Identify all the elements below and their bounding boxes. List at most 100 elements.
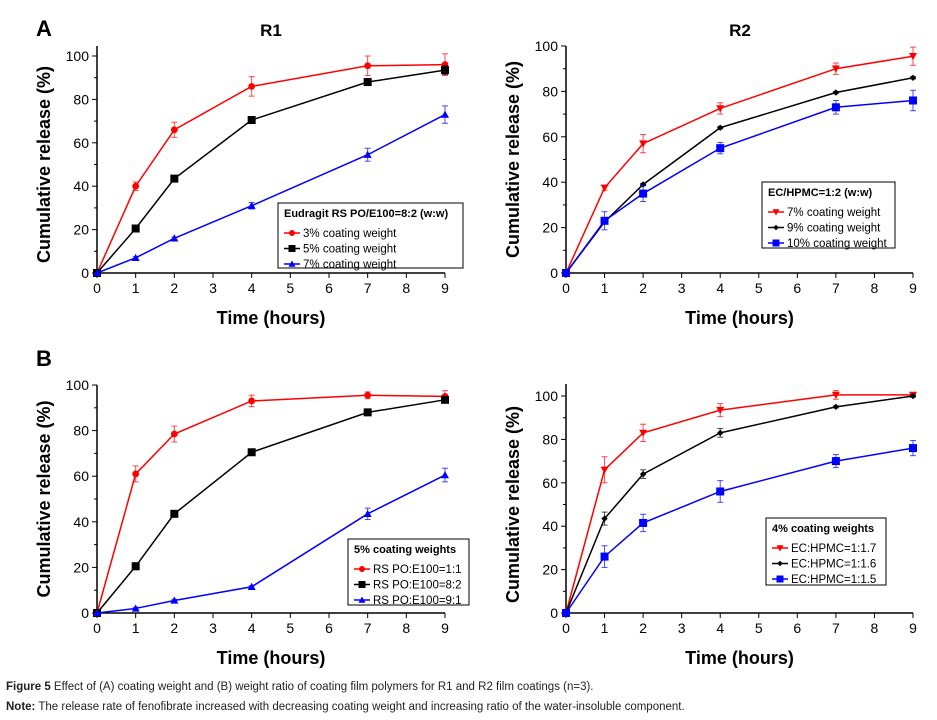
y-tick-label: 80 xyxy=(73,423,89,439)
y-tick-label: 100 xyxy=(66,377,90,393)
y-tick-label: 20 xyxy=(542,220,558,236)
legend-box xyxy=(765,517,887,586)
x-tick-label: 0 xyxy=(93,620,101,636)
series-line xyxy=(565,99,914,274)
data-point xyxy=(832,403,840,411)
data-point xyxy=(562,609,570,617)
y-tick-label: 80 xyxy=(73,91,89,107)
x-tick-label: 9 xyxy=(441,280,449,296)
data-point xyxy=(441,395,449,404)
legend-marker xyxy=(358,596,366,603)
legend-marker xyxy=(777,560,783,567)
y-tick-label: 60 xyxy=(73,135,89,151)
chart-panel-1: A R1 0 20 40 60 80 100 0 1 2 3 4 5 6 7 8 9 Time (hours) Cum… xyxy=(34,16,464,328)
x-tick-label: 5 xyxy=(755,620,763,636)
caption-text: Effect of (A) coating weight and (B) wei… xyxy=(50,681,594,693)
x-tick-label: 3 xyxy=(209,620,217,636)
y-axis-label: Cumulative release (%) xyxy=(34,400,54,597)
data-point xyxy=(131,224,140,233)
legend: EC/HPMC=1:2 (w:w) 7% coating weight 9% coa… xyxy=(761,181,896,250)
y-axis-label: Cumulative release (%) xyxy=(503,406,523,603)
y-tick-label: 40 xyxy=(542,174,558,190)
data-point xyxy=(170,234,179,242)
x-tick-label: 4 xyxy=(716,280,724,296)
y-tick-label: 60 xyxy=(542,129,558,145)
note-label: Note: xyxy=(6,701,36,713)
legend-title: 4% coating weights xyxy=(772,523,874,535)
data-point xyxy=(831,103,840,112)
data-point xyxy=(601,515,608,522)
x-tick-label: 6 xyxy=(793,280,801,296)
legend-title: Eudragit RS PO/E100=8:2 (w:w) xyxy=(284,208,448,220)
x-axis-label: Time (hours) xyxy=(685,308,794,328)
data-point xyxy=(716,487,725,496)
y-axis-label: Cumulative release (%) xyxy=(34,66,54,263)
x-tick-label: 2 xyxy=(170,620,178,636)
data-point xyxy=(909,392,917,400)
legend-label: RS PO:E100=9:1 xyxy=(373,595,462,607)
x-tick-label: 5 xyxy=(286,620,294,636)
figure-5: A R1 0 20 40 60 80 100 0 1 2 3 4 5 6 7 8 9 Time (hours) Cum… xyxy=(34,16,917,668)
data-point xyxy=(93,609,101,617)
series-line xyxy=(565,447,914,614)
x-tick-label: 3 xyxy=(678,620,686,636)
legend-title: 5% coating weights xyxy=(354,544,456,556)
legend-box xyxy=(761,181,896,249)
data-point xyxy=(831,457,840,466)
series-2 xyxy=(93,65,449,277)
x-tick-label: 4 xyxy=(248,280,256,296)
y-tick-label: 100 xyxy=(535,38,559,54)
series-line xyxy=(565,395,914,614)
x-tick-label: 6 xyxy=(325,280,333,296)
x-tick-label: 7 xyxy=(832,280,840,296)
legend-label: EC:HPMC=1:1.7 xyxy=(791,543,876,555)
series-line xyxy=(96,69,446,274)
legend-label: RS PO:E100=1:1 xyxy=(373,564,462,576)
y-tick-label: 0 xyxy=(81,265,89,281)
data-point xyxy=(247,582,256,590)
data-point xyxy=(716,144,725,153)
data-point xyxy=(170,430,178,438)
data-point xyxy=(132,182,140,190)
y-tick-label: 20 xyxy=(73,222,89,238)
x-tick-label: 4 xyxy=(716,620,724,636)
data-point xyxy=(639,470,647,478)
x-tick-label: 8 xyxy=(402,280,410,296)
legend-label: EC:HPMC=1:1.5 xyxy=(791,574,876,586)
series-line xyxy=(96,63,446,274)
chart-title: R1 xyxy=(260,21,282,40)
x-tick-label: 1 xyxy=(132,280,140,296)
legend-marker xyxy=(773,224,779,231)
y-tick-label: 80 xyxy=(542,431,558,447)
data-point xyxy=(831,391,840,399)
figure-caption: Figure 5 Effect of (A) coating weight an… xyxy=(6,681,594,693)
data-point xyxy=(247,116,256,125)
y-tick-label: 100 xyxy=(535,388,559,404)
legend-marker xyxy=(359,566,365,572)
data-point xyxy=(170,174,179,183)
data-point xyxy=(364,391,372,399)
panel-label: A xyxy=(36,16,52,41)
data-point xyxy=(170,596,179,604)
data-point xyxy=(716,105,725,113)
legend-label: 5% coating weight xyxy=(303,244,397,256)
x-tick-label: 2 xyxy=(639,620,647,636)
data-point xyxy=(600,184,609,192)
legend-box xyxy=(277,202,464,269)
data-point xyxy=(717,429,724,437)
data-point xyxy=(93,269,101,277)
y-tick-label: 20 xyxy=(542,562,558,578)
series-3 xyxy=(562,89,917,277)
x-axis-label: Time (hours) xyxy=(217,308,326,328)
data-point xyxy=(363,509,372,518)
data-point xyxy=(170,126,178,134)
series-3 xyxy=(93,467,449,617)
data-point xyxy=(909,96,917,105)
figure-note: Note: The release rate of fenofibrate in… xyxy=(6,701,685,713)
legend-marker xyxy=(776,545,784,552)
x-tick-label: 5 xyxy=(755,280,763,296)
x-tick-label: 6 xyxy=(325,620,333,636)
legend: Eudragit RS PO/E100=8:2 (w:w) 3% coating … xyxy=(277,202,464,271)
data-point xyxy=(562,269,570,277)
legend-label: EC:HPMC=1:1.6 xyxy=(791,559,876,571)
